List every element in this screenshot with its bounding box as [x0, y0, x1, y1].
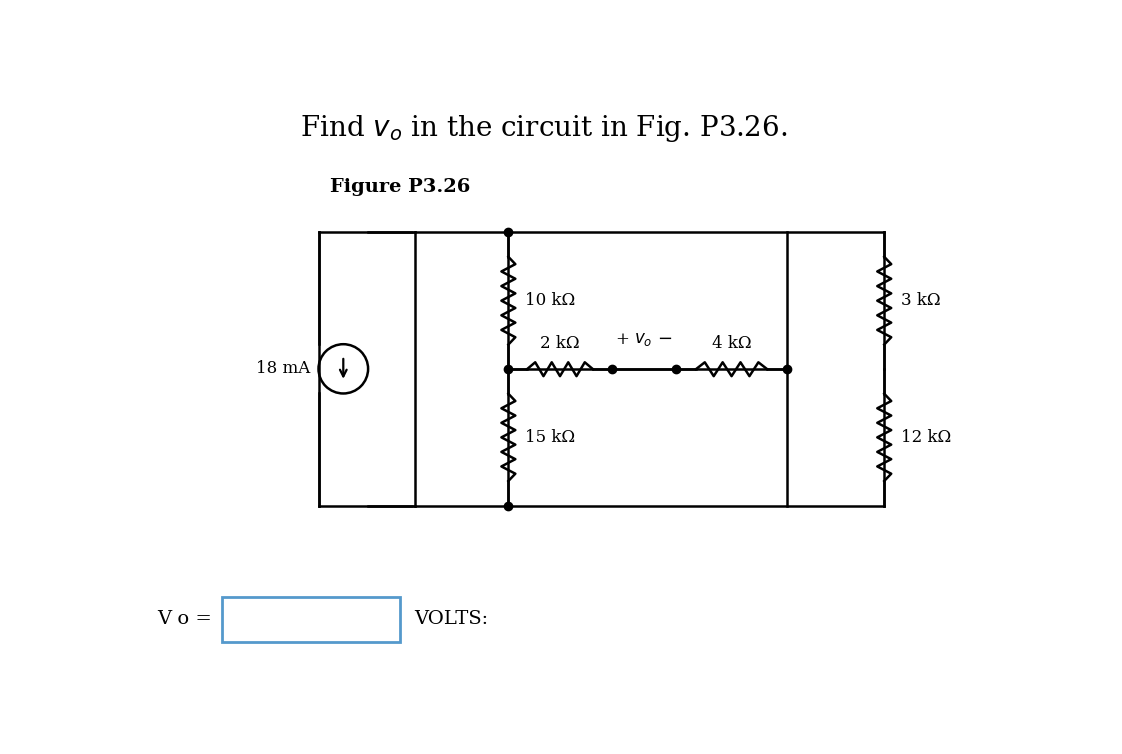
- Text: VOLTS:: VOLTS:: [414, 611, 488, 629]
- Text: 4 kΩ: 4 kΩ: [711, 336, 752, 352]
- FancyBboxPatch shape: [222, 597, 399, 642]
- Text: 2 kΩ: 2 kΩ: [540, 336, 580, 352]
- Text: 3 kΩ: 3 kΩ: [901, 293, 941, 309]
- Text: $v_o$: $v_o$: [634, 331, 653, 348]
- Text: Find $v_o$ in the circuit in Fig. P3.26.: Find $v_o$ in the circuit in Fig. P3.26.: [300, 113, 787, 144]
- Text: +: +: [616, 331, 629, 348]
- Text: Figure P3.26: Figure P3.26: [330, 178, 470, 196]
- Text: 12 kΩ: 12 kΩ: [901, 429, 951, 446]
- Text: 10 kΩ: 10 kΩ: [525, 293, 576, 309]
- Text: 15 kΩ: 15 kΩ: [525, 429, 576, 446]
- Text: −: −: [656, 329, 672, 348]
- Text: V o =: V o =: [157, 611, 212, 629]
- Text: 18 mA: 18 mA: [257, 360, 311, 377]
